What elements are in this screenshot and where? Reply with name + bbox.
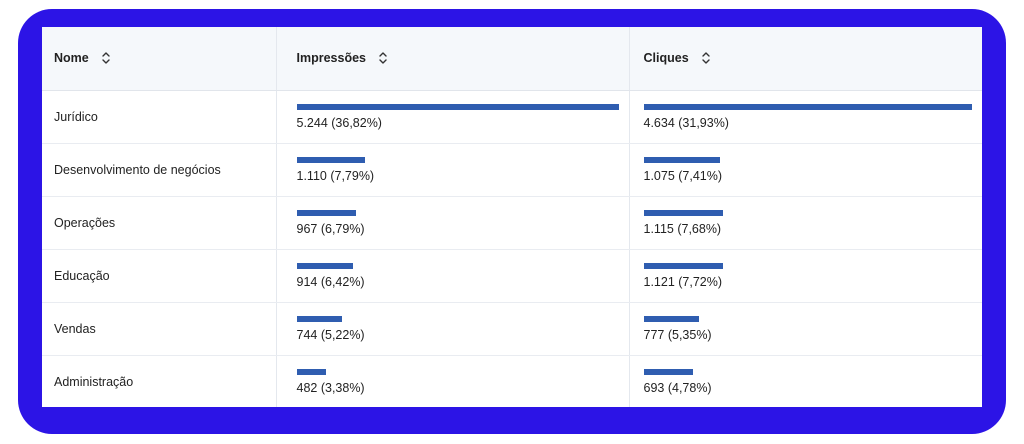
table-row: Jurídico 5.244 (36,82%) 4.634 (31,93%)	[42, 90, 982, 144]
sort-updown-icon[interactable]	[701, 51, 711, 65]
clicks-bar-track	[643, 368, 973, 375]
impressions-cell: 1.110 (7,79%)	[276, 143, 630, 197]
row-name-text: Desenvolvimento de negócios	[54, 162, 221, 177]
column-header-cliques[interactable]: Cliques	[629, 27, 982, 91]
table-row: Administração 482 (3,38%) 693 (4,78%)	[42, 355, 982, 407]
clicks-cell: 693 (4,78%)	[629, 355, 982, 407]
clicks-bar	[643, 209, 723, 216]
table-row: Desenvolvimento de negócios 1.110 (7,79%…	[42, 143, 982, 197]
clicks-bar	[643, 262, 723, 269]
frame-border: Nome Impressões	[18, 9, 1006, 434]
clicks-value: 4.634 (31,93%)	[643, 115, 729, 130]
clicks-bar-track	[643, 315, 973, 322]
clicks-value: 1.075 (7,41%)	[643, 168, 723, 183]
clicks-bar-track	[643, 156, 973, 163]
clicks-bar-track	[643, 209, 973, 216]
row-name: Operações	[42, 196, 277, 250]
row-name-text: Operações	[54, 215, 116, 230]
impressions-bar	[296, 209, 356, 216]
table-row: Vendas 744 (5,22%) 777 (5,35%)	[42, 302, 982, 356]
impressions-value: 914 (6,42%)	[296, 274, 365, 289]
impressions-bar	[296, 315, 343, 322]
clicks-value: 1.115 (7,68%)	[643, 221, 722, 236]
clicks-bar-track	[643, 262, 973, 269]
row-name: Administração	[42, 355, 277, 407]
impressions-bar-track	[296, 368, 619, 375]
row-name: Jurídico	[42, 90, 277, 144]
impressions-cell: 914 (6,42%)	[276, 249, 630, 303]
clicks-cell: 1.115 (7,68%)	[629, 196, 982, 250]
impressions-bar	[296, 262, 353, 269]
clicks-bar-track	[643, 103, 972, 110]
impressions-bar-track	[296, 156, 619, 163]
impressions-bar-track	[296, 262, 619, 269]
impressions-cell: 482 (3,38%)	[276, 355, 630, 407]
impressions-cell: 5.244 (36,82%)	[276, 90, 630, 144]
impressions-bar-track	[296, 315, 619, 322]
row-name-text: Educação	[54, 268, 110, 283]
clicks-bar	[643, 156, 720, 163]
clicks-bar	[643, 368, 693, 375]
data-table-panel: Nome Impressões	[42, 27, 982, 407]
row-name: Desenvolvimento de negócios	[42, 143, 277, 197]
column-header-label: Impressões	[296, 51, 366, 66]
table-row: Educação 914 (6,42%) 1.121 (7,72%)	[42, 249, 982, 303]
impressions-bar	[296, 156, 365, 163]
impressions-value: 1.110 (7,79%)	[296, 168, 375, 183]
row-name: Educação	[42, 249, 277, 303]
table-row: Operações 967 (6,79%) 1.115 (7,68%)	[42, 196, 982, 250]
row-name-text: Vendas	[54, 321, 96, 336]
table-header-row: Nome Impressões	[42, 27, 982, 91]
column-header-label: Nome	[54, 51, 89, 66]
row-name-text: Jurídico	[54, 109, 98, 124]
impressions-value: 482 (3,38%)	[296, 380, 365, 395]
clicks-bar	[643, 315, 699, 322]
impressions-value: 967 (6,79%)	[296, 221, 365, 236]
column-header-nome[interactable]: Nome	[42, 27, 277, 91]
impressions-value: 5.244 (36,82%)	[296, 115, 382, 130]
row-name-text: Administração	[54, 374, 134, 389]
clicks-value: 1.121 (7,72%)	[643, 274, 723, 289]
clicks-cell: 4.634 (31,93%)	[629, 90, 982, 144]
clicks-bar	[643, 103, 972, 110]
impressions-bar	[296, 368, 327, 375]
column-header-label: Cliques	[643, 51, 689, 66]
impressions-bar-track	[296, 209, 619, 216]
impressions-cell: 744 (5,22%)	[276, 302, 630, 356]
impressions-value: 744 (5,22%)	[296, 327, 365, 342]
impressions-bar-track	[296, 103, 619, 110]
sort-updown-icon[interactable]	[101, 51, 111, 65]
row-name: Vendas	[42, 302, 277, 356]
data-table: Nome Impressões	[42, 27, 982, 407]
clicks-cell: 1.121 (7,72%)	[629, 249, 982, 303]
clicks-cell: 1.075 (7,41%)	[629, 143, 982, 197]
sort-updown-icon[interactable]	[378, 51, 388, 65]
impressions-bar	[296, 103, 619, 110]
column-header-impressoes[interactable]: Impressões	[276, 27, 630, 91]
clicks-value: 777 (5,35%)	[643, 327, 712, 342]
impressions-cell: 967 (6,79%)	[276, 196, 630, 250]
clicks-cell: 777 (5,35%)	[629, 302, 982, 356]
clicks-value: 693 (4,78%)	[643, 380, 712, 395]
